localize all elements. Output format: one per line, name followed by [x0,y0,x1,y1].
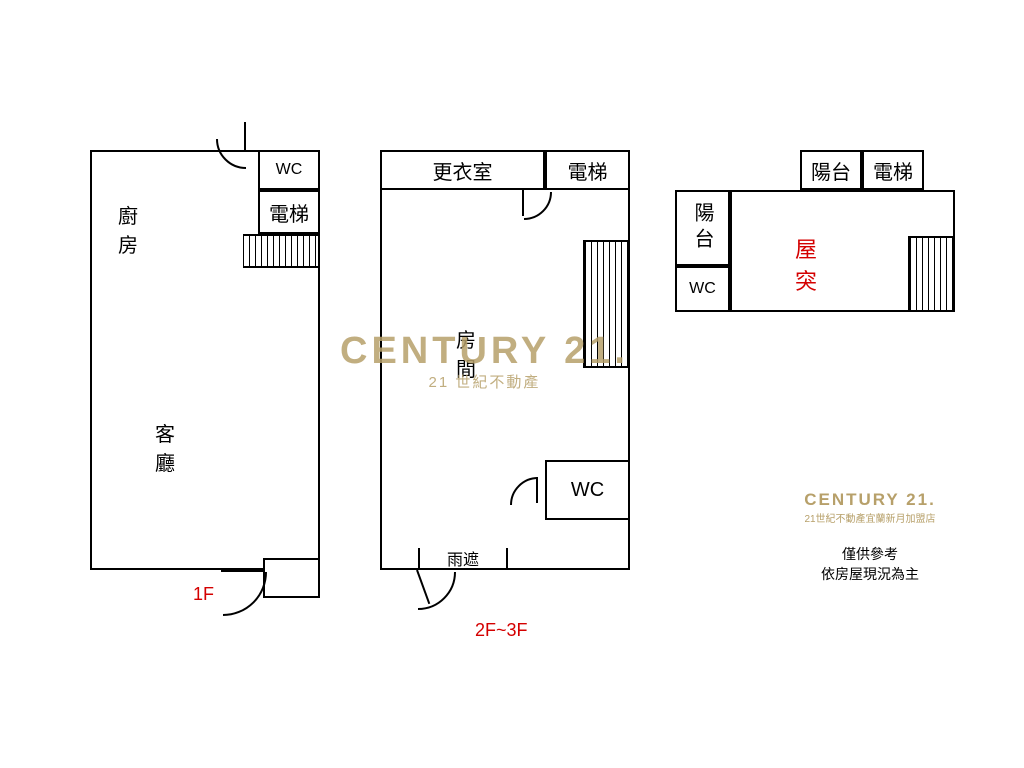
wc-2f3f-label: WC [571,479,604,502]
rooftop-red-label: 屋突 [795,232,817,296]
dressing-room: 更衣室 [380,150,545,190]
living-label: 客廳 [155,418,175,476]
side-note-brand2: 21世紀不動產宜蘭新月加盟店 [760,510,980,525]
entry-block-1f [263,558,320,598]
wc-2f3f: WC [545,460,630,520]
wc-roof: WC [675,266,730,312]
stairs-roof [908,236,955,312]
stairs-1f [243,234,320,268]
canopy-label: 雨遮 [447,546,479,570]
canopy: 雨遮 [418,548,508,570]
room-center-label: 房間 [456,324,476,382]
elevator-1f: 電梯 [258,190,320,234]
elevator-1f-label: 電梯 [269,198,309,227]
kitchen-label: 廚房 [118,200,138,258]
door-leaf-wc-1f [244,122,246,150]
stairs-2f3f-top [583,240,630,328]
dressing-room-label: 更衣室 [433,156,493,185]
side-note-brand1: CENTURY 21. [760,490,980,510]
floor-label-2f3f: 2F~3F [475,620,528,641]
side-note: CENTURY 21. 21世紀不動產宜蘭新月加盟店 僅供參考 依房屋現況為主 [760,490,980,584]
door-leaf-entry-1f [221,570,263,572]
elevator-roof: 電梯 [862,150,924,190]
wc-roof-label: WC [689,280,716,298]
stairs-2f3f-bottom [583,328,630,368]
door-leaf-wc-2f3f [536,477,538,503]
wc-1f: WC [258,150,320,190]
floor-label-1f: 1F [193,584,214,605]
wc-1f-label: WC [276,161,303,179]
balcony-top: 陽台 [800,150,862,190]
floor-plan-canvas: WC 電梯 廚房 客廳 1F 更衣室 電梯 [0,0,1024,768]
side-note-line1: 僅供參考 [760,545,980,565]
balcony-side-label: 陽台 [688,202,717,254]
balcony-side: 陽台 [675,190,730,266]
door-leaf-dressing [522,190,524,216]
elevator-2f3f-label: 電梯 [568,156,608,185]
balcony-top-label: 陽台 [811,156,851,185]
side-note-line2: 依房屋現況為主 [760,565,980,585]
elevator-roof-label: 電梯 [873,156,913,185]
elevator-2f3f: 電梯 [545,150,630,190]
